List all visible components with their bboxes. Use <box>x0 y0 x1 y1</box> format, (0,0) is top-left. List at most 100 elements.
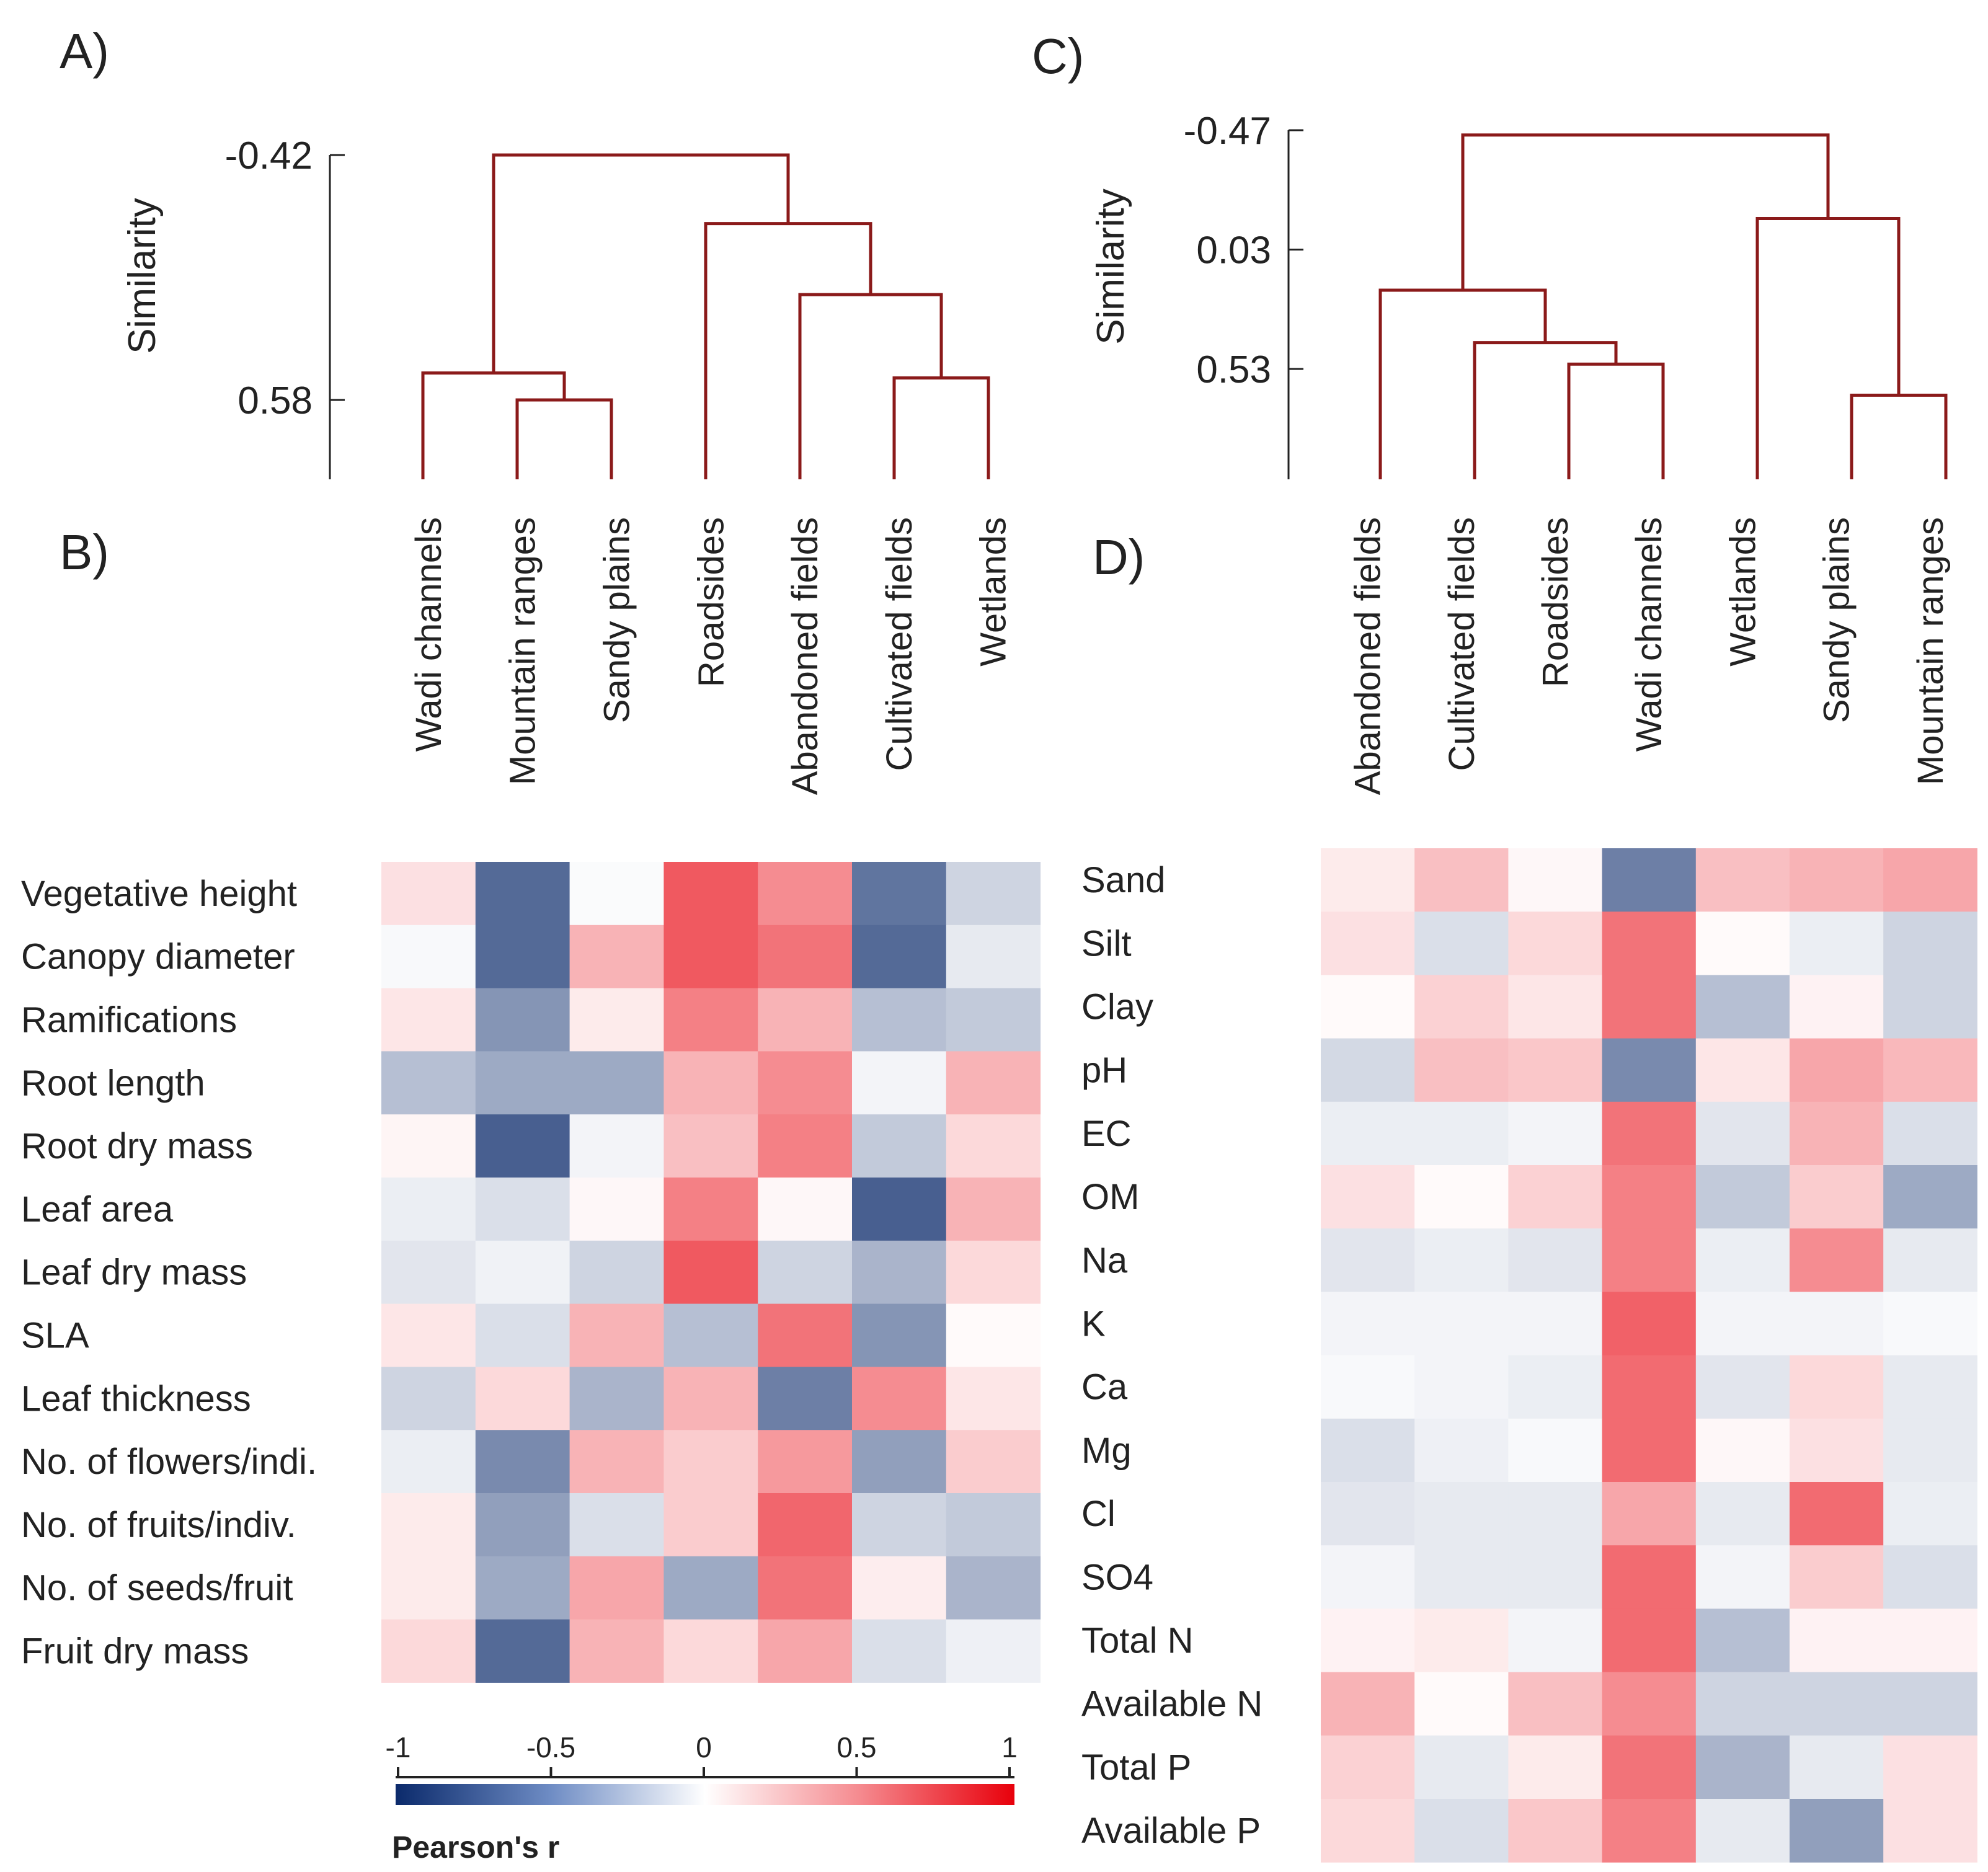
heatmap-b-cell-vegetative-height-abandoned-fields <box>758 862 853 926</box>
heatmap-d-cell-total-n-wadi-channels <box>1602 1608 1697 1673</box>
heatmap-d-col-label: Sandy plains <box>1817 517 1857 723</box>
heatmap-d-col-label: Wadi channels <box>1629 517 1669 752</box>
colorbar-gradient <box>396 1784 1014 1805</box>
heatmap-b-cell-leaf-area-mountain-ranges <box>475 1178 570 1241</box>
heatmap-d-cell-sand-wadi-channels <box>1602 848 1697 912</box>
heatmap-b-cell-leaf-thickness-abandoned-fields <box>758 1367 853 1431</box>
heatmap-d-row-label: Clay <box>1081 987 1153 1027</box>
heatmap-b-cell-leaf-dry-mass-wadi-channels <box>381 1240 476 1305</box>
heatmap-b-cell-no-of-fruits-indiv-wadi-channels <box>381 1493 476 1557</box>
heatmap-b-cell-leaf-area-roadsides <box>663 1178 758 1241</box>
heatmap-b-cell-ramifications-roadsides <box>663 988 758 1052</box>
heatmap-b-cell-leaf-area-wetlands <box>946 1178 1041 1241</box>
heatmap-b-cell-no-of-seeds-fruit-cultivated-fields <box>852 1556 947 1620</box>
heatmap-b-cell-root-dry-mass-mountain-ranges <box>475 1114 570 1178</box>
heatmap-b-cell-vegetative-height-sandy-plains <box>569 862 664 926</box>
heatmap-b-col-label: Roadsides <box>691 517 731 687</box>
heatmap-d-cell-clay-wetlands <box>1695 975 1790 1039</box>
heatmap-b-cell-no-of-seeds-fruit-wetlands <box>946 1556 1041 1620</box>
heatmap-d-cell-sand-sandy-plains <box>1790 848 1884 912</box>
heatmap-d-row-label: Cl <box>1081 1494 1116 1534</box>
colorbar-tick-label: -0.5 <box>526 1731 575 1763</box>
heatmap-b-cell-leaf-thickness-wadi-channels <box>381 1367 476 1431</box>
heatmap-d-row-label: Total P <box>1081 1747 1191 1788</box>
heatmap-b-cell-no-of-flowers-indi-wetlands <box>946 1430 1041 1494</box>
heatmap-b-cell-fruit-dry-mass-cultivated-fields <box>852 1619 947 1683</box>
dendro-c-merge-1 <box>1850 393 1948 479</box>
heatmap-b-cell-vegetative-height-wetlands <box>946 862 1041 926</box>
heatmap-d-cell-silt-sandy-plains <box>1790 912 1884 975</box>
heatmap-d-cell-ec-wetlands <box>1695 1101 1790 1166</box>
dendro-c-tick-label: 0.03 <box>1196 229 1271 272</box>
heatmap-d-cell-mg-cultivated-fields <box>1414 1418 1509 1483</box>
heatmap-d-row-label: EC <box>1081 1114 1132 1154</box>
heatmap-b-cell-leaf-thickness-sandy-plains <box>569 1367 664 1431</box>
heatmap-b-cell-root-length-wetlands <box>946 1051 1041 1115</box>
heatmap-d-cell-total-p-roadsides <box>1508 1735 1603 1799</box>
heatmap-b-col-label: Cultivated fields <box>879 517 920 771</box>
heatmap-b-cell-leaf-dry-mass-mountain-ranges <box>475 1240 570 1305</box>
heatmap-d-cell-ph-abandoned-fields <box>1321 1038 1415 1102</box>
heatmap-d-cell-clay-cultivated-fields <box>1414 975 1509 1039</box>
dendro-a-tick-label: 0.58 <box>237 379 313 422</box>
heatmap-d-cell-ec-cultivated-fields <box>1414 1101 1509 1166</box>
heatmap-d-cell-om-sandy-plains <box>1790 1165 1884 1229</box>
heatmap-d-cell-so4-roadsides <box>1508 1545 1603 1609</box>
heatmap-b-cell-no-of-fruits-indiv-roadsides <box>663 1493 758 1557</box>
heatmap-d-cell-ph-sandy-plains <box>1790 1038 1884 1102</box>
heatmap-d-cell-om-abandoned-fields <box>1321 1165 1415 1229</box>
dendro-c-merge-5 <box>1755 216 1901 479</box>
heatmap-d-cell-na-abandoned-fields <box>1321 1228 1415 1292</box>
heatmap-d-cell-so4-cultivated-fields <box>1414 1545 1509 1609</box>
dendro-a-ylabel: Similarity <box>121 198 164 353</box>
heatmap-b-col-label: Wetlands <box>974 517 1014 667</box>
heatmap-b-cell-root-length-sandy-plains <box>569 1051 664 1115</box>
heatmap-b-cell-sla-abandoned-fields <box>758 1303 853 1367</box>
heatmap-d-cell-total-p-mountain-ranges <box>1883 1735 1977 1799</box>
heatmap-d-cell-na-wadi-channels <box>1602 1228 1697 1292</box>
heatmap-d-cell-ph-wetlands <box>1695 1038 1790 1102</box>
dendro-c-merge-2 <box>1567 362 1665 479</box>
heatmap-d: Sand Silt Clay pH EC OM Na K Ca Mg Cl SO4 Total N Ava… <box>1081 517 1977 1863</box>
heatmap-b-cell-canopy-diameter-sandy-plains <box>569 925 664 989</box>
heatmap-d-cell-sand-mountain-ranges <box>1883 848 1977 912</box>
heatmap-d-row-label: Na <box>1081 1240 1128 1280</box>
heatmap-d-cell-sand-cultivated-fields <box>1414 848 1509 912</box>
heatmap-b-cell-leaf-area-wadi-channels <box>381 1178 476 1241</box>
heatmap-b-cell-no-of-flowers-indi-roadsides <box>663 1430 758 1494</box>
heatmap-d-cell-om-cultivated-fields <box>1414 1165 1509 1229</box>
heatmap-d-cell-ca-cultivated-fields <box>1414 1355 1509 1419</box>
heatmap-b-cell-no-of-fruits-indiv-wetlands <box>946 1493 1041 1557</box>
heatmap-b-cell-fruit-dry-mass-abandoned-fields <box>758 1619 853 1683</box>
heatmap-b-cell-vegetative-height-mountain-ranges <box>475 862 570 926</box>
colorbar-tick-label: -1 <box>386 1731 411 1763</box>
heatmap-d-col-label: Cultivated fields <box>1442 517 1482 771</box>
heatmap-b-row-label: Ramifications <box>21 1000 237 1040</box>
heatmap-b-cell-ramifications-wetlands <box>946 988 1041 1052</box>
heatmap-d-cell-ca-wadi-channels <box>1602 1355 1697 1419</box>
heatmap-b-cell-leaf-thickness-wetlands <box>946 1367 1041 1431</box>
heatmap-d-cell-na-wetlands <box>1695 1228 1790 1292</box>
heatmap-b-col-label: Sandy plains <box>597 517 637 723</box>
heatmap-b-row-label: No. of seeds/fruit <box>21 1568 293 1608</box>
heatmap-d-cell-ec-roadsides <box>1508 1101 1603 1166</box>
heatmap-b-cell-no-of-fruits-indiv-cultivated-fields <box>852 1493 947 1557</box>
heatmap-d-cell-total-n-sandy-plains <box>1790 1608 1884 1673</box>
heatmap-d-cell-total-n-roadsides <box>1508 1608 1603 1673</box>
heatmap-b-cell-no-of-fruits-indiv-mountain-ranges <box>475 1493 570 1557</box>
heatmap-d-cell-ca-roadsides <box>1508 1355 1603 1419</box>
heatmap-d-cell-silt-roadsides <box>1508 912 1603 975</box>
heatmap-d-cell-available-p-abandoned-fields <box>1321 1799 1415 1863</box>
heatmap-d-cell-so4-wetlands <box>1695 1545 1790 1609</box>
heatmap-d-cell-cl-cultivated-fields <box>1414 1482 1509 1546</box>
heatmap-d-cell-k-wetlands <box>1695 1292 1790 1356</box>
heatmap-d-cell-total-p-sandy-plains <box>1790 1735 1884 1799</box>
heatmap-d-cell-total-n-abandoned-fields <box>1321 1608 1415 1673</box>
heatmap-b-cell-sla-cultivated-fields <box>852 1303 947 1367</box>
dendro-c-merge-4 <box>1378 288 1547 479</box>
heatmap-b-cell-canopy-diameter-mountain-ranges <box>475 925 570 989</box>
heatmap-b-cell-root-dry-mass-abandoned-fields <box>758 1114 853 1178</box>
heatmap-d-row-label: OM <box>1081 1177 1139 1217</box>
heatmap-d-cell-cl-abandoned-fields <box>1321 1482 1415 1546</box>
heatmap-d-cell-available-n-cultivated-fields <box>1414 1672 1509 1736</box>
